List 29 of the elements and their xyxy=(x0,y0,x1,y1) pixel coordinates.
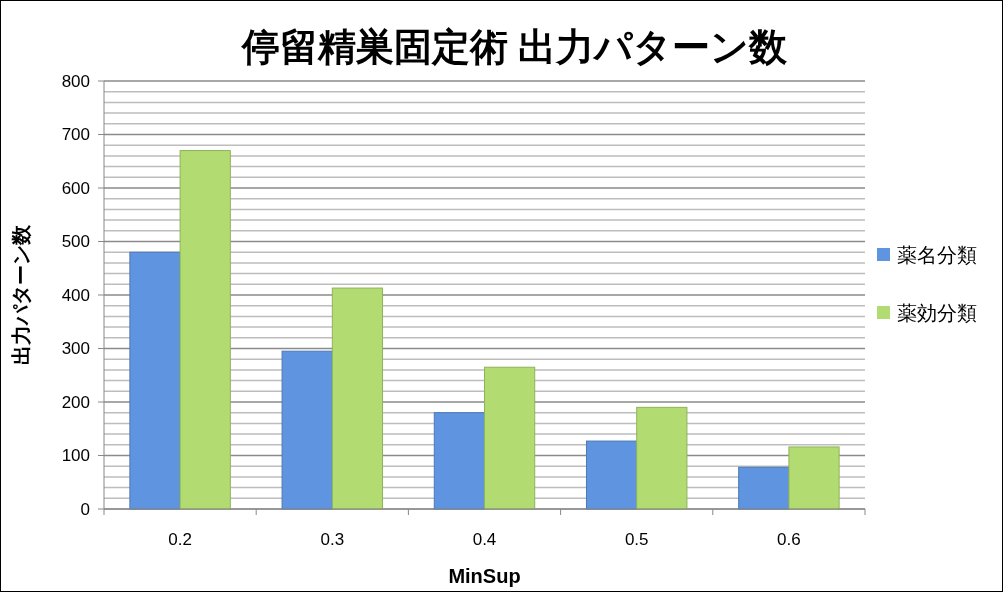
chart-title: 停留精巣固定術 出力パターン数 xyxy=(239,26,789,68)
x-tick-label: 0.5 xyxy=(624,530,649,549)
x-tick-label: 0.4 xyxy=(472,530,497,549)
bar xyxy=(281,350,333,510)
bar xyxy=(179,150,231,510)
bar xyxy=(129,251,181,510)
y-tick-label: 0 xyxy=(80,499,90,519)
x-axis-title: MinSup xyxy=(448,565,521,587)
bar xyxy=(738,466,790,510)
legend-label: 薬名分類 xyxy=(897,244,977,266)
x-tick-label: 0.3 xyxy=(320,530,345,549)
legend-label: 薬効分類 xyxy=(897,302,977,324)
bar xyxy=(433,412,485,510)
y-tick-label: 800 xyxy=(61,71,90,91)
y-tick-label: 300 xyxy=(61,339,90,359)
bar xyxy=(788,446,840,510)
y-tick-label: 200 xyxy=(61,392,90,412)
y-tick-label: 100 xyxy=(61,446,90,466)
y-tick-label: 400 xyxy=(61,285,90,305)
x-tick-label: 0.6 xyxy=(777,530,801,549)
y-tick-label: 500 xyxy=(61,232,90,252)
bar xyxy=(636,406,688,510)
y-tick-label: 700 xyxy=(61,125,90,145)
bar xyxy=(585,440,638,510)
x-tick-label: 0.2 xyxy=(168,530,192,549)
bar xyxy=(484,366,536,510)
y-axis-title: 出力パターン数 xyxy=(10,224,32,365)
y-tick-label: 600 xyxy=(61,178,90,198)
bar xyxy=(331,287,384,510)
